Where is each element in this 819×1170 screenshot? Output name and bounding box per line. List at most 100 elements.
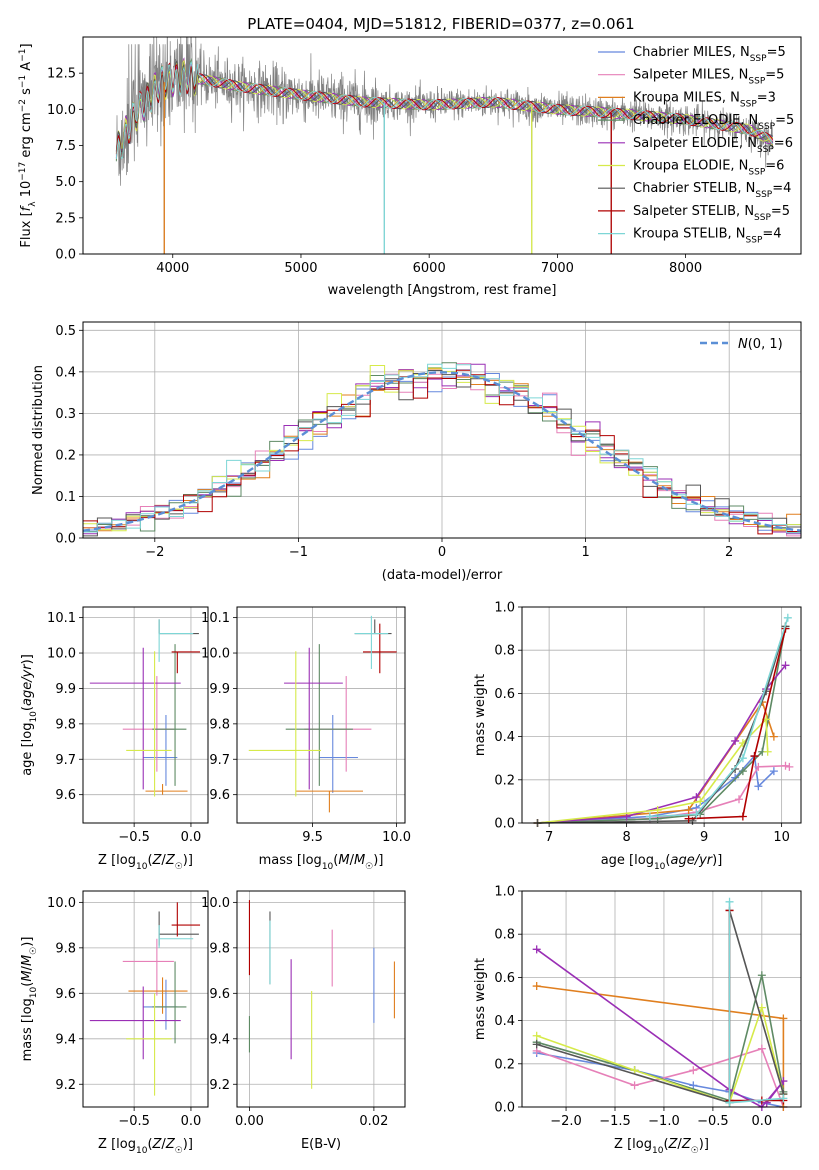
weight-point-marker — [738, 767, 747, 776]
weight-point-marker — [754, 762, 763, 771]
axes-frame — [521, 890, 802, 1108]
weight-point-marker — [735, 795, 743, 804]
y-tick-label: 9.6 — [209, 788, 230, 803]
normal-legend-label: N(0, 1) — [738, 337, 783, 352]
weight-point-marker — [762, 687, 771, 696]
weight-series-line — [688, 628, 787, 820]
x-tick-label: 2 — [725, 545, 733, 560]
legend-label: Chabrier MILES, NSSP=5 — [633, 45, 786, 64]
weight-point-marker — [689, 1066, 698, 1075]
weight-point-marker — [769, 767, 778, 776]
x-tick-label: 0 — [438, 545, 446, 560]
histogram-ylabel: Normed distribution — [31, 365, 46, 495]
x-tick-label: 0.0 — [181, 830, 202, 845]
y-tick-label: 2.5 — [55, 211, 76, 226]
age_vs_Z-ylabel: age [log10(age/yr)] — [20, 654, 39, 776]
x-tick-label: −1.0 — [648, 1114, 680, 1129]
y-tick-label: 10.0 — [47, 103, 76, 118]
spectrum-model-line — [115, 61, 774, 160]
spectrum-ylabel: Flux [fλ 10−17 erg cm−2 s−1 A−1] — [18, 43, 38, 247]
x-tick-label: 10 — [773, 830, 790, 845]
y-tick-label: 9.2 — [55, 1078, 76, 1093]
legend-label: Salpeter MILES, NSSP=5 — [633, 68, 784, 87]
weight-series-line — [537, 717, 769, 824]
weight_vs_Z-xlabel: Z [log10(Z/Z☉)] — [614, 1137, 709, 1156]
y-tick-label: 9.7 — [55, 753, 76, 768]
x-tick-label: 10.0 — [382, 830, 411, 845]
y-tick-label: 9.8 — [55, 941, 76, 956]
weight_vs_age-xlabel: age [log10(age/yr)] — [601, 853, 723, 872]
y-tick-label: 9.4 — [209, 1032, 230, 1047]
x-tick-label: 1 — [581, 545, 589, 560]
y-tick-label: 9.6 — [209, 987, 230, 1002]
y-tick-label: 5.0 — [55, 175, 76, 190]
spectrum-model-line — [115, 57, 774, 159]
x-tick-label: 8000 — [669, 261, 702, 276]
figure-title: PLATE=0404, MJD=51812, FIBERID=0377, z=0… — [247, 15, 634, 33]
y-tick-label: 9.8 — [55, 717, 76, 732]
y-tick-label: 9.4 — [55, 1032, 76, 1047]
weight-point-marker — [750, 752, 759, 761]
y-tick-label: 0.6 — [494, 971, 515, 986]
y-tick-label: 9.7 — [209, 753, 230, 768]
y-tick-label: 10.0 — [47, 896, 76, 911]
histogram-series — [82, 369, 801, 538]
weight-point-marker — [731, 736, 740, 745]
weight-series-line — [537, 626, 787, 824]
axes-frame — [82, 36, 802, 255]
weight-point-marker — [763, 747, 772, 756]
y-tick-label: 1.0 — [494, 885, 515, 900]
y-tick-label: 1.0 — [494, 601, 515, 616]
y-tick-label: 0.0 — [55, 248, 76, 263]
y-tick-label: 0.5 — [55, 324, 76, 339]
chart-residual-hist: −2 −1 0 1 2 0.0 0.1 0.2 0.3 0.4 0.5 (data-model)/er… — [31, 321, 802, 583]
mass_vs_Z-xlabel: Z [log10(Z/Z☉)] — [98, 1137, 193, 1156]
x-tick-label: −2 — [145, 545, 164, 560]
spectrum-model-line — [115, 62, 774, 159]
weight-point-marker — [738, 754, 747, 763]
weight-series-line — [537, 664, 787, 824]
weight_vs_Z-ylabel: mass weight — [473, 958, 488, 1040]
legend-label: Kroupa ELODIE, NSSP=6 — [633, 159, 784, 178]
weight-point-marker — [630, 1066, 639, 1075]
weight-point-marker — [779, 1094, 788, 1103]
axes-frame — [236, 890, 406, 1108]
weight-point-marker — [692, 793, 701, 802]
y-tick-label: 0.4 — [494, 730, 515, 745]
weight-point-marker — [738, 812, 747, 821]
legend-label: Kroupa STELIB, NSSP=4 — [633, 227, 782, 246]
weight-point-marker — [532, 1031, 541, 1040]
weight-series-line — [536, 910, 785, 1104]
weight-series-line — [649, 617, 789, 818]
y-tick-label: 12.5 — [47, 67, 76, 82]
mass_vs_ebv-xlabel: E(B-V) — [301, 1137, 341, 1152]
weight-point-marker — [731, 765, 740, 773]
y-tick-label: 9.8 — [209, 717, 230, 732]
y-tick-label: 0.0 — [494, 1101, 515, 1116]
y-tick-label: 9.6 — [55, 987, 76, 1002]
y-tick-label: 10.0 — [201, 647, 230, 662]
y-tick-label: 0.2 — [494, 1057, 515, 1072]
y-tick-label: 0.0 — [55, 532, 76, 547]
histogram-xlabel: (data-model)/error — [382, 568, 503, 583]
y-tick-label: 10.1 — [47, 611, 76, 626]
axes-frame — [82, 890, 209, 1108]
y-tick-label: 9.6 — [55, 788, 76, 803]
x-tick-label: 0.0 — [181, 1114, 202, 1129]
age_vs_Z-xlabel: Z [log10(Z/Z☉)] — [98, 853, 193, 872]
weight-point-marker — [757, 1044, 766, 1053]
x-tick-label: −2.0 — [550, 1114, 582, 1129]
weight-point-marker — [785, 762, 794, 771]
weight-point-marker — [696, 797, 705, 806]
x-tick-label: 7 — [545, 830, 553, 845]
weight-point-marker — [532, 982, 541, 991]
weight-series-line — [536, 948, 785, 1109]
plot-layer: 4000 5000 6000 7000 80000.02.55.07.510.012.5… — [18, 36, 802, 1156]
weight-point-marker — [757, 1003, 766, 1012]
y-tick-label: 0.8 — [494, 928, 515, 943]
axes-frame — [521, 606, 802, 824]
chart-weight-vs-Z: −2.0 −1.5 −1.0 −0.5 0.0 0.0 0.2 0.4 0.6 0.8 1.0 Z [… — [473, 885, 802, 1156]
y-tick-label: 0.2 — [494, 773, 515, 788]
x-tick-label: 7000 — [541, 261, 574, 276]
